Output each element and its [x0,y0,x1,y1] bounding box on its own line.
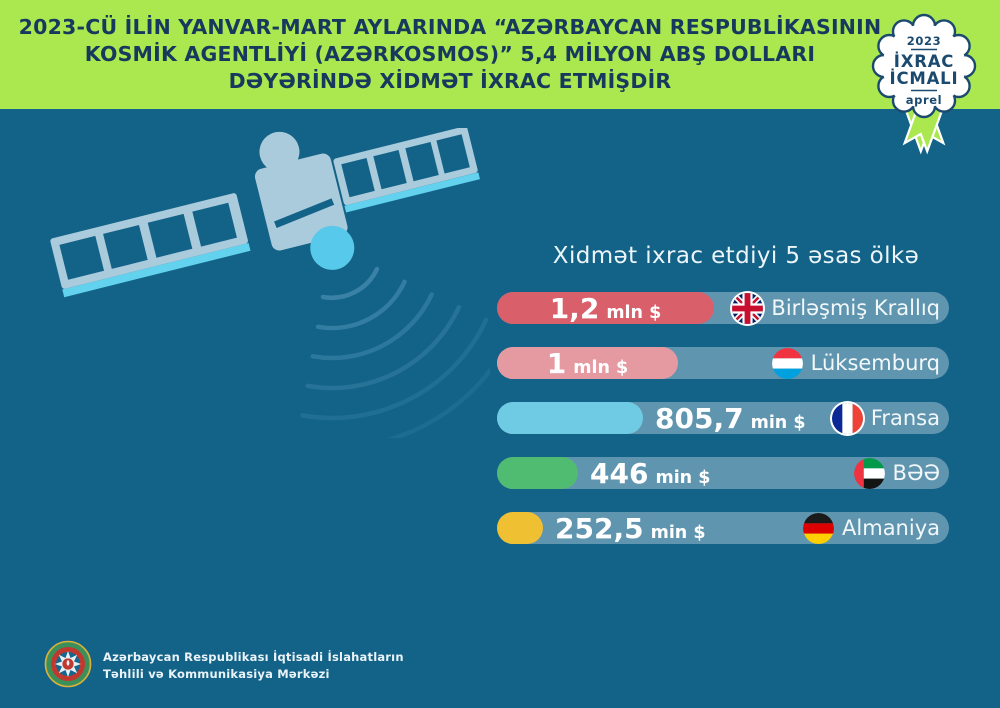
panel-edge [344,172,481,213]
bar-row-united-kingdom: 1,2 mln $ [497,291,949,325]
title-line-2: KOSMİK AGENTLİYİ (AZƏRKOSMOS)” 5,4 MİLYO… [84,41,816,66]
header-band: 2023-CÜ İLİN YANVAR-MART AYLARINDA “AZƏR… [0,0,1000,109]
badge-title-line2: İCMALI [890,69,959,88]
bar-luxembourg: 1 mln $ [497,346,678,380]
bar-value: 805,7 min $ [655,401,806,435]
org-line-2: Təhlili və Kommunikasiya Mərkəzi [103,667,330,681]
badge-title-line1: İXRAC [894,52,954,71]
bar-row-luxembourg: 1 mln $ Lüksemburq [497,346,949,380]
bar-value: 1 mln $ [546,346,629,380]
flag-france-icon [831,402,863,434]
country-cluster: Fransa [831,402,949,434]
bar-row-germany: 252,5 min $ Almaniya [497,511,949,545]
country-cluster: Birləşmiş Krallıq [732,292,949,324]
flag-united-kingdom-icon [732,292,764,324]
bar-uae [497,457,578,489]
azerbaijan-emblem-icon [44,640,92,692]
flag-luxembourg-icon [771,347,803,379]
bar-row-uae: 446 min $ BƏƏ [497,456,949,490]
country-label: Almaniya [842,516,940,540]
footer: Azərbaycan Respublikası İqtisadi İslahat… [44,640,404,692]
country-label: Birləşmiş Krallıq [771,296,940,320]
chart-title: Xidmət ixrac etdiyi 5 əsas ölkə [552,243,920,269]
page-title: 2023-CÜ İLİN YANVAR-MART AYLARINDA “AZƏR… [10,0,890,109]
country-cluster: Almaniya [803,512,949,544]
panel-edge [62,242,251,298]
bar-value: 252,5 min $ [555,511,706,545]
bar-united-kingdom: 1,2 mln $ [497,291,714,325]
flag-germany-icon [803,512,835,544]
title-line-3: DƏYƏRİNDƏ XİDMƏT İXRAC ETMİŞDİR [228,69,672,94]
signal-waves-icon [300,266,490,438]
badge-year: 2023 [907,34,941,48]
country-cluster: Lüksemburq [771,347,949,379]
organization-name: Azərbaycan Respublikası İqtisadi İslahat… [103,649,404,684]
bar-value: 446 min $ [590,456,711,490]
country-label: Lüksemburq [810,351,940,375]
country-cluster: BƏƏ [853,457,949,489]
satellite-dish [310,225,355,270]
bar-france [497,402,643,434]
bar-chart: 1,2 mln $ [497,291,949,545]
badge-month: aprel [906,93,942,107]
title-line-1: 2023-CÜ İLİN YANVAR-MART AYLARINDA “AZƏR… [18,14,882,39]
export-review-badge: 2023 İXRAC İCMALI aprel [864,8,984,160]
satellite-illustration [50,128,490,438]
country-label: BƏƏ [892,461,940,485]
flag-uae-icon [853,457,885,489]
bar-value: 1,2 mln $ [549,291,662,325]
bar-row-france: 805,7 min $ Fransa [497,401,949,435]
org-line-1: Azərbaycan Respublikası İqtisadi İslahat… [103,649,404,664]
rosette-ribbon-icon: 2023 İXRAC İCMALI aprel [871,13,977,155]
country-label: Fransa [870,406,940,430]
bar-germany [497,512,543,544]
